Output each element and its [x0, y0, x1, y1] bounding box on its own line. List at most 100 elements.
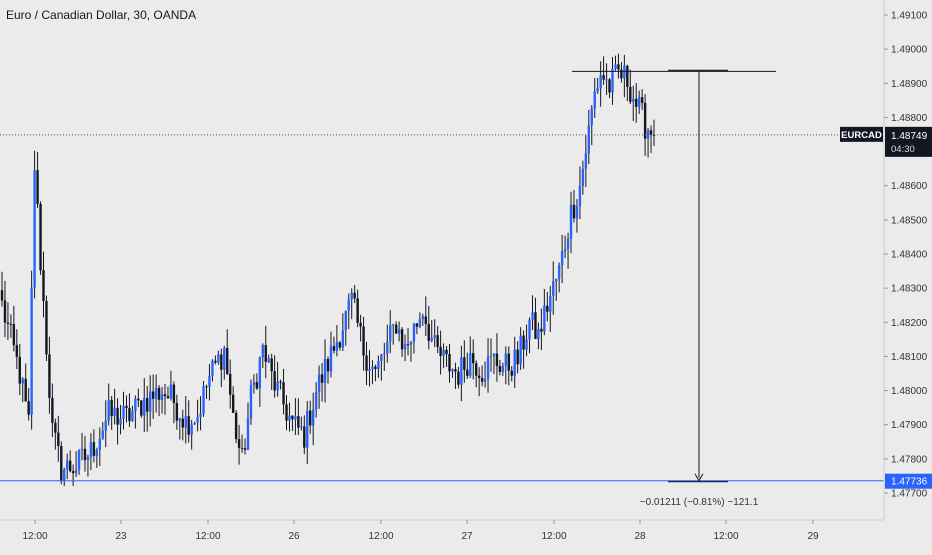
candle-body [146, 398, 149, 412]
candle-body [12, 324, 16, 346]
candle-body [9, 323, 13, 325]
candle-body [546, 305, 549, 312]
candle-body [30, 287, 33, 415]
candle-body [620, 69, 623, 79]
candle-body [187, 416, 190, 435]
candle-body [350, 292, 353, 300]
candle-body [51, 397, 54, 423]
candle-body [540, 328, 543, 332]
candle-body [510, 370, 513, 376]
candle-body [276, 381, 279, 391]
time-tick-label: 29 [807, 531, 819, 542]
candle-body [160, 394, 164, 400]
candle-body [397, 329, 401, 334]
candle-body [623, 65, 626, 79]
candle-body [626, 65, 629, 87]
price-tick-label: 1.48100 [891, 352, 928, 363]
candle-body [303, 426, 306, 448]
candle-body [513, 349, 516, 376]
candle-body [507, 353, 510, 371]
candle-body [279, 381, 282, 383]
candle-body [421, 316, 425, 320]
candle-body [258, 357, 262, 389]
candle-body [525, 339, 528, 350]
candle-body [306, 410, 309, 448]
candle-body [193, 422, 196, 425]
candle-body [15, 345, 19, 357]
candle-body [125, 405, 128, 409]
candle-body [202, 386, 205, 414]
candle-body [365, 355, 368, 371]
candle-body [134, 398, 137, 412]
candle-body [386, 341, 389, 354]
candle-body [199, 413, 202, 417]
candle-body [140, 400, 143, 416]
candle-body [74, 469, 78, 474]
current-price-label [885, 126, 932, 157]
candle-body [80, 448, 84, 451]
candle-body [409, 341, 413, 345]
price-tick-label: 1.49100 [891, 11, 928, 22]
candle-body [392, 324, 395, 326]
price-tick-label: 1.48200 [891, 318, 928, 329]
candle-body [439, 346, 442, 356]
candle-body [36, 170, 39, 204]
candle-body [231, 394, 235, 413]
candle-body [243, 448, 247, 450]
candle-body [18, 356, 21, 384]
candle-body [89, 442, 93, 457]
candle-body [273, 371, 276, 391]
candle-body [77, 450, 81, 470]
candle-body [131, 411, 134, 421]
level-label-text: 1.47736 [891, 477, 928, 488]
candle-body [403, 344, 407, 350]
candle-body [466, 369, 469, 376]
candle-body [113, 407, 116, 417]
candle-body [477, 375, 481, 379]
candle-body [341, 330, 345, 348]
candle-body [252, 382, 256, 385]
candle-body [211, 360, 214, 376]
candle-body [451, 369, 454, 372]
candle-body [427, 324, 430, 341]
price-tick-label: 1.47800 [891, 454, 928, 465]
candle-body [285, 404, 288, 421]
candle-body [33, 170, 36, 288]
candle-body [516, 349, 519, 365]
candle-body [107, 399, 110, 421]
candles-group [0, 53, 656, 487]
candle-body [42, 270, 45, 302]
candle-body [486, 356, 490, 380]
candle-body [383, 353, 386, 355]
candle-body [528, 319, 531, 340]
candle-body [282, 382, 285, 405]
candle-body [6, 322, 10, 324]
candle-body [474, 363, 478, 376]
chart-title: Euro / Canadian Dollar, 30, OANDA [6, 8, 197, 22]
candle-body [629, 86, 632, 102]
candle-body [472, 353, 475, 364]
candle-body [501, 365, 505, 372]
time-axis: 12:00 23 12:00 26 12:00 27 12:00 28 12:00 29 [0, 519, 884, 542]
candle-body [63, 469, 66, 482]
candle-body [469, 353, 472, 376]
price-tick-label: 1.48000 [891, 386, 928, 397]
candle-body [48, 354, 51, 398]
candle-body [223, 347, 226, 370]
candle-body [267, 358, 270, 362]
candle-body [190, 424, 193, 435]
candle-body [175, 402, 179, 421]
price-tick-label: 1.47900 [891, 420, 928, 431]
candle-body [166, 396, 170, 399]
candle-body [163, 394, 167, 397]
candle-body [169, 384, 173, 399]
time-tick-label: 12:00 [541, 531, 566, 542]
candle-body [377, 360, 380, 369]
candle-body [537, 328, 540, 339]
candle-body [148, 391, 152, 412]
candle-body [122, 405, 125, 419]
candle-body [335, 342, 339, 351]
candle-body [240, 447, 244, 449]
